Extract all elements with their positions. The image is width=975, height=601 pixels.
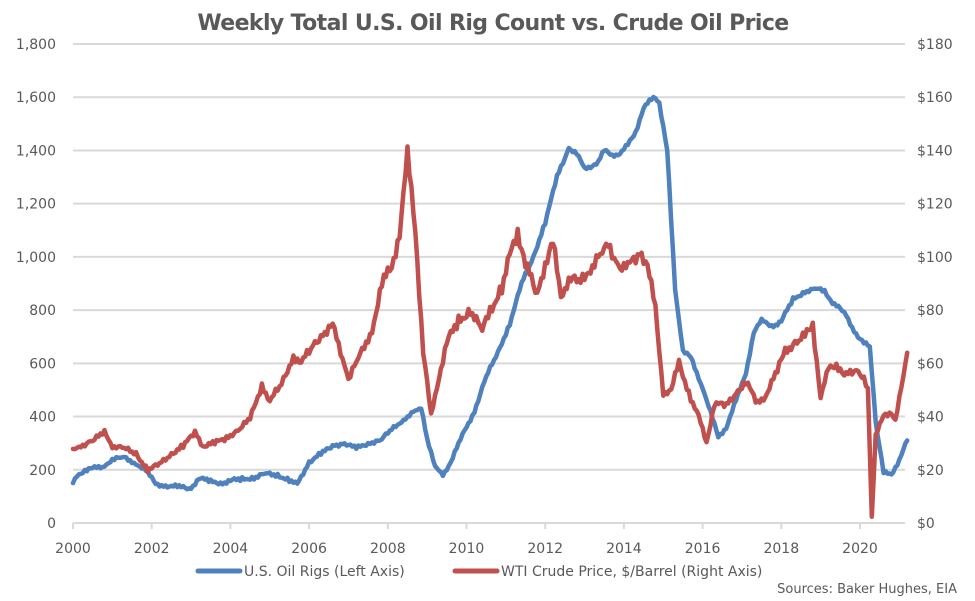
x-tick-label: 2002 xyxy=(134,541,170,557)
legend-label-wti: WTI Crude Price, $/Barrel (Right Axis) xyxy=(501,564,762,580)
y-right-tick-label: $80 xyxy=(917,303,944,319)
x-tick-label: 2010 xyxy=(449,541,485,557)
y-left-tick-label: 1,600 xyxy=(16,90,56,106)
x-tick-label: 2012 xyxy=(527,541,563,557)
x-tick-label: 2004 xyxy=(213,541,249,557)
y-right-tick-label: $160 xyxy=(917,90,953,106)
y-right-tick-label: $140 xyxy=(917,143,953,159)
x-tick-label: 2008 xyxy=(370,541,406,557)
x-tick-label: 2014 xyxy=(606,541,642,557)
left-axis-ticks: 0 200 400 600 800 1,000 1,200 1,400 1,600 1,800 xyxy=(16,37,56,532)
gridlines xyxy=(73,43,905,524)
y-left-tick-label: 200 xyxy=(29,463,56,479)
y-left-tick-label: 1,400 xyxy=(16,143,56,159)
source-note: Sources: Baker Hughes, EIA xyxy=(777,582,957,597)
y-left-tick-label: 400 xyxy=(29,410,56,426)
chart-title: Weekly Total U.S. Oil Rig Count vs. Crud… xyxy=(197,11,788,36)
y-right-tick-label: $0 xyxy=(917,516,935,532)
y-left-tick-label: 1,200 xyxy=(16,197,56,213)
x-tick-label: 2020 xyxy=(842,541,878,557)
y-left-tick-label: 1,800 xyxy=(16,37,56,53)
series-layer xyxy=(70,94,910,519)
series-line-wti-price xyxy=(70,144,910,519)
y-right-tick-label: $40 xyxy=(917,410,944,426)
legend: U.S. Oil Rigs (Left Axis) WTI Crude Pric… xyxy=(195,564,762,580)
y-left-tick-label: 800 xyxy=(29,303,56,319)
y-left-tick-label: 1,000 xyxy=(16,250,56,266)
y-right-tick-label: $180 xyxy=(917,37,953,53)
right-axis-ticks: $0 $20 $40 $60 $80 $100 $120 $140 $160 $180 xyxy=(917,37,953,532)
x-tick-label: 2018 xyxy=(763,541,799,557)
x-axis-ticks: 2000 2002 2004 2006 2008 2010 2012 2014 2016 2018… xyxy=(55,523,878,557)
y-right-tick-label: $120 xyxy=(917,197,953,213)
y-right-tick-label: $60 xyxy=(917,356,944,372)
x-tick-label: 2006 xyxy=(291,541,327,557)
y-right-tick-label: $20 xyxy=(917,463,944,479)
series-line-oil-rigs xyxy=(70,94,910,492)
x-tick-label: 2000 xyxy=(55,541,91,557)
legend-label-rigs: U.S. Oil Rigs (Left Axis) xyxy=(244,564,405,580)
y-right-tick-label: $100 xyxy=(917,250,953,266)
y-left-tick-label: 600 xyxy=(29,356,56,372)
y-left-tick-label: 0 xyxy=(47,516,56,532)
x-tick-label: 2016 xyxy=(685,541,721,557)
